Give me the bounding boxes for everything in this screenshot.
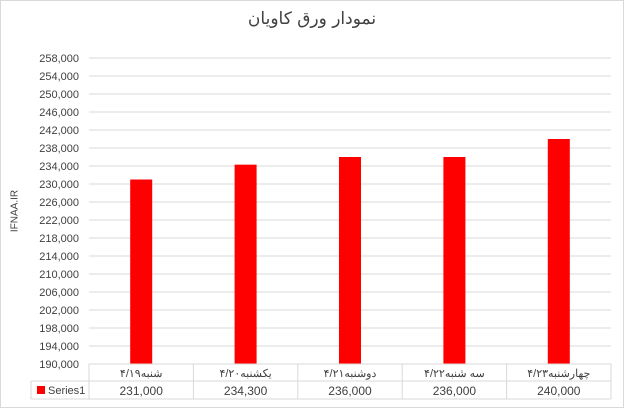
y-tick-label: 234,000 bbox=[39, 161, 79, 173]
y-tick-label: 230,000 bbox=[39, 179, 79, 191]
y-tick-label: 250,000 bbox=[39, 89, 79, 101]
bar bbox=[339, 157, 361, 364]
y-tick-label: 242,000 bbox=[39, 125, 79, 137]
y-tick-label: 206,000 bbox=[39, 287, 79, 299]
y-tick-label: 194,000 bbox=[39, 341, 79, 353]
x-category-label: سه شنبه۴/۲۲ bbox=[424, 368, 485, 380]
legend-label: Series1 bbox=[48, 385, 85, 397]
chart-title: نمودار ورق کاویان bbox=[247, 9, 377, 29]
y-tick-label: 258,000 bbox=[39, 53, 79, 65]
y-tick-label: 218,000 bbox=[39, 233, 79, 245]
y-tick-label: 210,000 bbox=[39, 269, 79, 281]
y-tick-label: 254,000 bbox=[39, 71, 79, 83]
x-category-label: یکشنبه۴/۲۰ bbox=[219, 368, 271, 380]
x-category-label: دوشنبه۴/۲۱ bbox=[324, 368, 377, 380]
y-tick-label: 238,000 bbox=[39, 143, 79, 155]
y-tick-label: 214,000 bbox=[39, 251, 79, 263]
y-tick-label: 202,000 bbox=[39, 305, 79, 317]
legend-key bbox=[37, 386, 45, 394]
data-table-value: 240,000 bbox=[537, 384, 581, 398]
data-table-value: 231,000 bbox=[120, 384, 164, 398]
y-tick-label: 190,000 bbox=[39, 359, 79, 371]
y-tick-label: 226,000 bbox=[39, 197, 79, 209]
x-category-label: شنبه۴/۱۹ bbox=[120, 368, 163, 380]
data-table-value: 236,000 bbox=[328, 384, 372, 398]
bar bbox=[443, 157, 466, 364]
y-tick-label: 246,000 bbox=[39, 107, 79, 119]
bar bbox=[130, 179, 153, 364]
data-table-value: 234,300 bbox=[224, 384, 268, 398]
y-tick-label: 222,000 bbox=[39, 215, 79, 227]
y-tick-label: 198,000 bbox=[39, 323, 79, 335]
x-category-label: چهارشنبه۴/۲۳ bbox=[527, 368, 590, 380]
data-table-value: 236,000 bbox=[433, 384, 477, 398]
bar bbox=[547, 139, 570, 364]
bar bbox=[234, 164, 257, 364]
